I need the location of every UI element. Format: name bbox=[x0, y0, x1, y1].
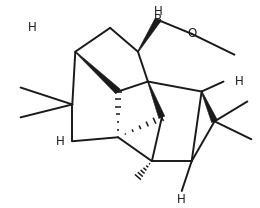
Text: B: B bbox=[154, 13, 162, 26]
Polygon shape bbox=[147, 81, 165, 119]
Polygon shape bbox=[138, 18, 161, 52]
Text: H: H bbox=[28, 21, 37, 34]
Text: H: H bbox=[153, 5, 162, 19]
Text: H: H bbox=[235, 75, 244, 88]
Polygon shape bbox=[75, 51, 120, 94]
Text: H: H bbox=[56, 135, 65, 148]
Text: H: H bbox=[177, 193, 186, 206]
Polygon shape bbox=[201, 91, 218, 123]
Text: O: O bbox=[187, 27, 196, 40]
